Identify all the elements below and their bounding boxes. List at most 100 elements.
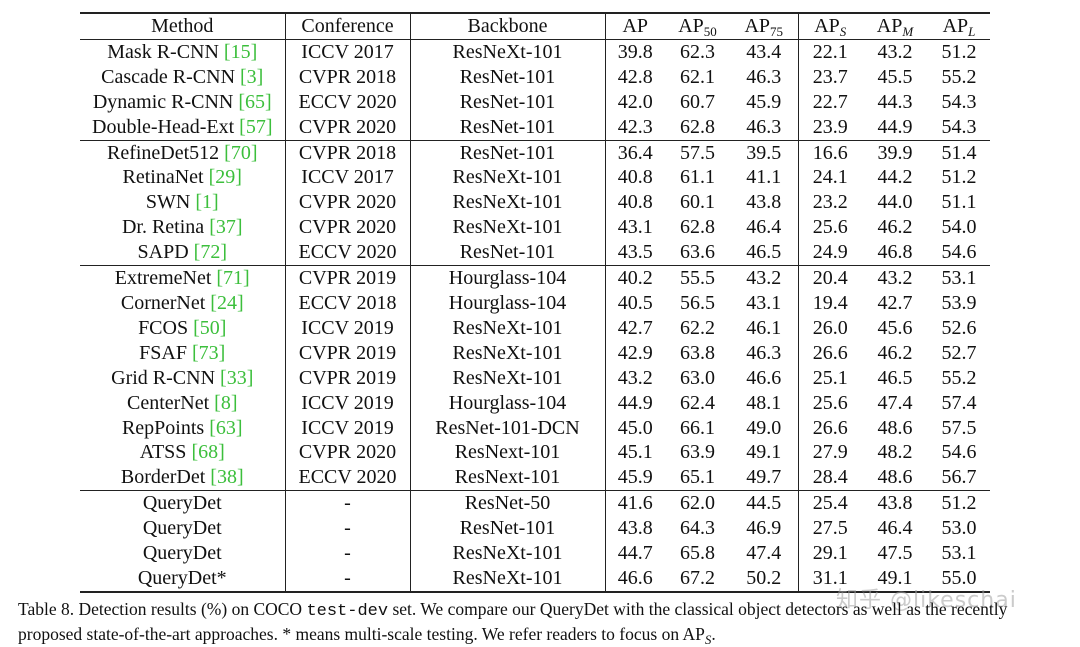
- method-name: CenterNet: [126, 391, 210, 414]
- cell-ap: 43.5: [617, 241, 653, 264]
- cell-ap: 36.4: [617, 141, 653, 164]
- cell-apm: 39.9: [877, 141, 913, 164]
- cell-ap75: 43.2: [730, 265, 799, 291]
- cell-apl: 52.7: [941, 341, 977, 364]
- cell-conference: -: [285, 565, 411, 592]
- cell-apl: 53.1: [941, 267, 977, 290]
- cell-conference: CVPR 2019: [285, 365, 411, 391]
- cell-apl: 55.2: [941, 65, 977, 88]
- cell-ap50: 65.1: [680, 466, 715, 489]
- cell-ap75: 43.1: [730, 290, 799, 316]
- method-name: RefineDet512: [106, 141, 220, 164]
- detection-results-table: Method Conference Backbone AP AP50 AP75 …: [80, 12, 990, 593]
- cell-conference: CVPR 2020: [285, 440, 411, 466]
- cell-apm: 46.2: [877, 341, 913, 364]
- citation-link[interactable]: [57]: [239, 115, 273, 138]
- cell-method: ExtremeNet [71]: [80, 265, 286, 291]
- citation-link[interactable]: [73]: [191, 341, 226, 364]
- method-name: FSAF: [139, 341, 187, 364]
- cell-aps: 22.7: [812, 90, 848, 113]
- citation-link[interactable]: [8]: [214, 391, 238, 414]
- cell-ap: 43.2: [617, 366, 653, 389]
- cell-aps: 23.2: [812, 191, 848, 214]
- cell-ap50: 62.8: [680, 216, 715, 239]
- method-name: QueryDet*: [137, 566, 227, 589]
- cell-apm: 46.5: [877, 366, 913, 389]
- citation-link[interactable]: [37]: [209, 216, 243, 239]
- cell-conference: CVPR 2019: [285, 265, 411, 291]
- cell-conference: CVPR 2019: [285, 340, 411, 366]
- cell-backbone: Hourglass-104: [410, 290, 606, 316]
- table-row: SAPD [72] ECCV 2020 ResNet-101 43.5 63.6 46.5…: [80, 240, 990, 266]
- cell-aps: 26.6: [812, 341, 848, 364]
- watermark: 知乎 @likeschai: [836, 588, 1017, 613]
- cell-apm: 46.4: [877, 517, 913, 540]
- method-name: Grid R-CNN: [111, 366, 216, 389]
- cell-method: ATSS [68]: [80, 440, 286, 466]
- cell-aps: 25.1: [812, 366, 848, 389]
- citation-link[interactable]: [63]: [209, 416, 243, 439]
- cell-ap: 40.8: [617, 166, 653, 189]
- cell-aps: 26.0: [812, 316, 848, 339]
- cell-method: BorderDet [38]: [80, 465, 286, 491]
- citation-link[interactable]: [24]: [210, 291, 244, 314]
- cell-ap50: 65.8: [680, 542, 715, 565]
- table-row: QueryDet - ResNet-50 41.6 62.0 44.5 25.4 43.8 51…: [80, 490, 990, 517]
- cell-method: SAPD [72]: [80, 240, 286, 266]
- cell-aps: 19.4: [812, 291, 848, 314]
- cell-method: Double-Head-Ext [57]: [80, 114, 286, 141]
- citation-link[interactable]: [50]: [193, 316, 227, 339]
- citation-link[interactable]: [33]: [220, 366, 254, 389]
- cell-method: FCOS [50]: [80, 315, 286, 341]
- citation-link[interactable]: [70]: [224, 141, 258, 164]
- cell-ap50: 61.1: [680, 166, 715, 189]
- cell-aps: 29.1: [812, 542, 848, 565]
- cell-backbone: ResNeXt-101: [410, 565, 606, 592]
- method-name: QueryDet: [142, 492, 222, 515]
- cell-ap50: 63.0: [680, 366, 715, 389]
- citation-link[interactable]: [29]: [208, 166, 242, 189]
- cell-ap50: 66.1: [680, 416, 715, 439]
- method-name: BorderDet: [120, 466, 206, 489]
- cell-apl: 54.6: [941, 441, 977, 464]
- citation-link[interactable]: [71]: [216, 267, 250, 290]
- cell-ap50: 67.2: [680, 566, 715, 589]
- cell-apm: 48.6: [877, 466, 913, 489]
- cell-ap50: 62.2: [680, 316, 715, 339]
- citation-link[interactable]: [38]: [210, 466, 244, 489]
- citation-link[interactable]: [68]: [191, 441, 225, 464]
- cell-apm: 49.1: [877, 566, 913, 589]
- citation-link[interactable]: [3]: [240, 65, 264, 88]
- cell-apl: 55.0: [941, 566, 977, 589]
- cell-ap75: 50.2: [730, 565, 799, 592]
- citation-link[interactable]: [65]: [238, 90, 272, 113]
- citation-link[interactable]: [15]: [223, 40, 258, 63]
- cell-ap75: 43.8: [730, 190, 799, 216]
- cell-aps: 25.6: [812, 391, 848, 414]
- cell-ap: 42.9: [617, 341, 653, 364]
- cell-ap: 43.8: [617, 517, 653, 540]
- cell-apl: 54.6: [941, 241, 977, 264]
- cell-ap75: 47.4: [730, 541, 799, 566]
- cell-ap: 40.2: [617, 267, 653, 290]
- cell-backbone: ResNet-101: [410, 64, 606, 90]
- citation-link[interactable]: [72]: [193, 241, 227, 264]
- cell-apl: 55.2: [941, 366, 977, 389]
- citation-link[interactable]: [1]: [195, 191, 219, 214]
- method-name: Cascade R-CNN: [101, 65, 236, 88]
- cell-apm: 44.3: [877, 90, 913, 113]
- cell-conference: ICCV 2017: [285, 165, 411, 191]
- cell-conference: CVPR 2020: [285, 215, 411, 241]
- table-row: QueryDet - ResNeXt-101 44.7 65.8 47.4 29.1 47.5…: [80, 541, 990, 566]
- header-conference: Conference: [285, 13, 411, 40]
- cell-method: QueryDet: [80, 541, 286, 566]
- cell-ap75: 46.3: [730, 64, 799, 90]
- table-row: QueryDet - ResNet-101 43.8 64.3 46.9 27.5 46.4 5…: [80, 516, 990, 542]
- method-name: Dynamic R-CNN: [92, 90, 234, 113]
- cell-apm: 47.5: [877, 542, 913, 565]
- table-caption: Table 8. Detection results (%) on COCO t…: [18, 599, 1008, 647]
- cell-ap50: 55.5: [680, 267, 715, 290]
- table-row: SWN [1] CVPR 2020 ResNeXt-101 40.8 60.1 43.8 2…: [80, 190, 990, 216]
- table-row: CenterNet [8] ICCV 2019 Hourglass-104 44.9 6…: [80, 390, 990, 416]
- method-name: Dr. Retina: [121, 216, 205, 239]
